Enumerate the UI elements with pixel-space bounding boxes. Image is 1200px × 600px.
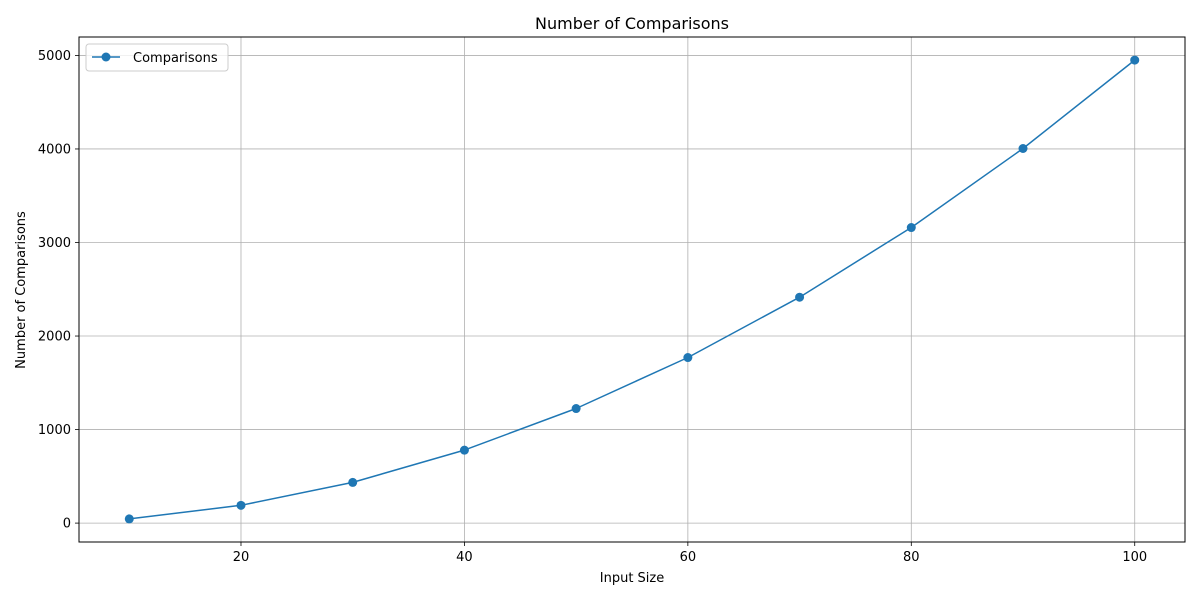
legend-box [85,43,229,72]
data-point-marker [1130,55,1140,65]
series-layer [124,55,1140,524]
x-tick-label: 20 [233,550,250,565]
legend: Comparisons [85,43,229,72]
x-tick-label: 80 [903,550,920,565]
y-axis-label: Number of Comparisons [14,211,29,369]
data-point-marker [571,404,581,414]
legend-marker-swatch [101,52,111,62]
data-point-marker [236,500,246,510]
x-tick-label: 60 [680,550,697,565]
y-tick-label: 3000 [38,236,71,251]
y-tick-label: 4000 [38,142,71,157]
data-point-marker [459,445,469,455]
y-tick-label: 5000 [38,49,71,64]
plot-area-frame [78,36,1186,543]
data-point-marker [124,514,134,524]
x-axis-label: Input Size [600,571,664,586]
legend-label-comparisons: Comparisons [133,51,218,66]
data-point-marker [1018,143,1028,153]
x-tick-label: 100 [1122,550,1147,565]
data-point-marker [795,292,805,302]
grid-lines [79,37,1185,542]
y-tick-label: 2000 [38,330,71,345]
x-axis-ticks: 20 40 60 80 100 [233,542,1147,565]
data-point-marker [683,353,693,363]
data-point-marker [348,477,358,487]
series-line-comparisons [129,59,1136,520]
y-tick-label: 1000 [38,423,71,438]
x-tick-label: 40 [456,550,473,565]
chart-title: Number of Comparisons [535,14,729,33]
data-point-marker [906,223,916,233]
y-axis-ticks: 0 1000 2000 3000 4000 5000 [38,49,79,532]
y-tick-label: 0 [63,517,71,532]
